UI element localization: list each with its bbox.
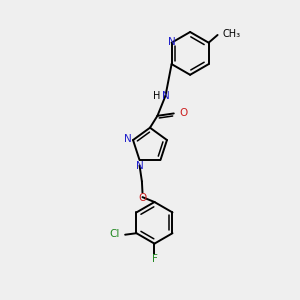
Text: CH₃: CH₃ [223, 29, 241, 39]
Text: O: O [138, 193, 147, 203]
Text: N: N [124, 134, 132, 144]
Text: O: O [179, 108, 188, 118]
Text: H: H [153, 91, 160, 101]
Text: N: N [136, 161, 144, 171]
Text: N: N [162, 91, 169, 101]
Text: N: N [168, 37, 176, 47]
Text: F: F [152, 254, 158, 264]
Text: Cl: Cl [110, 230, 120, 239]
